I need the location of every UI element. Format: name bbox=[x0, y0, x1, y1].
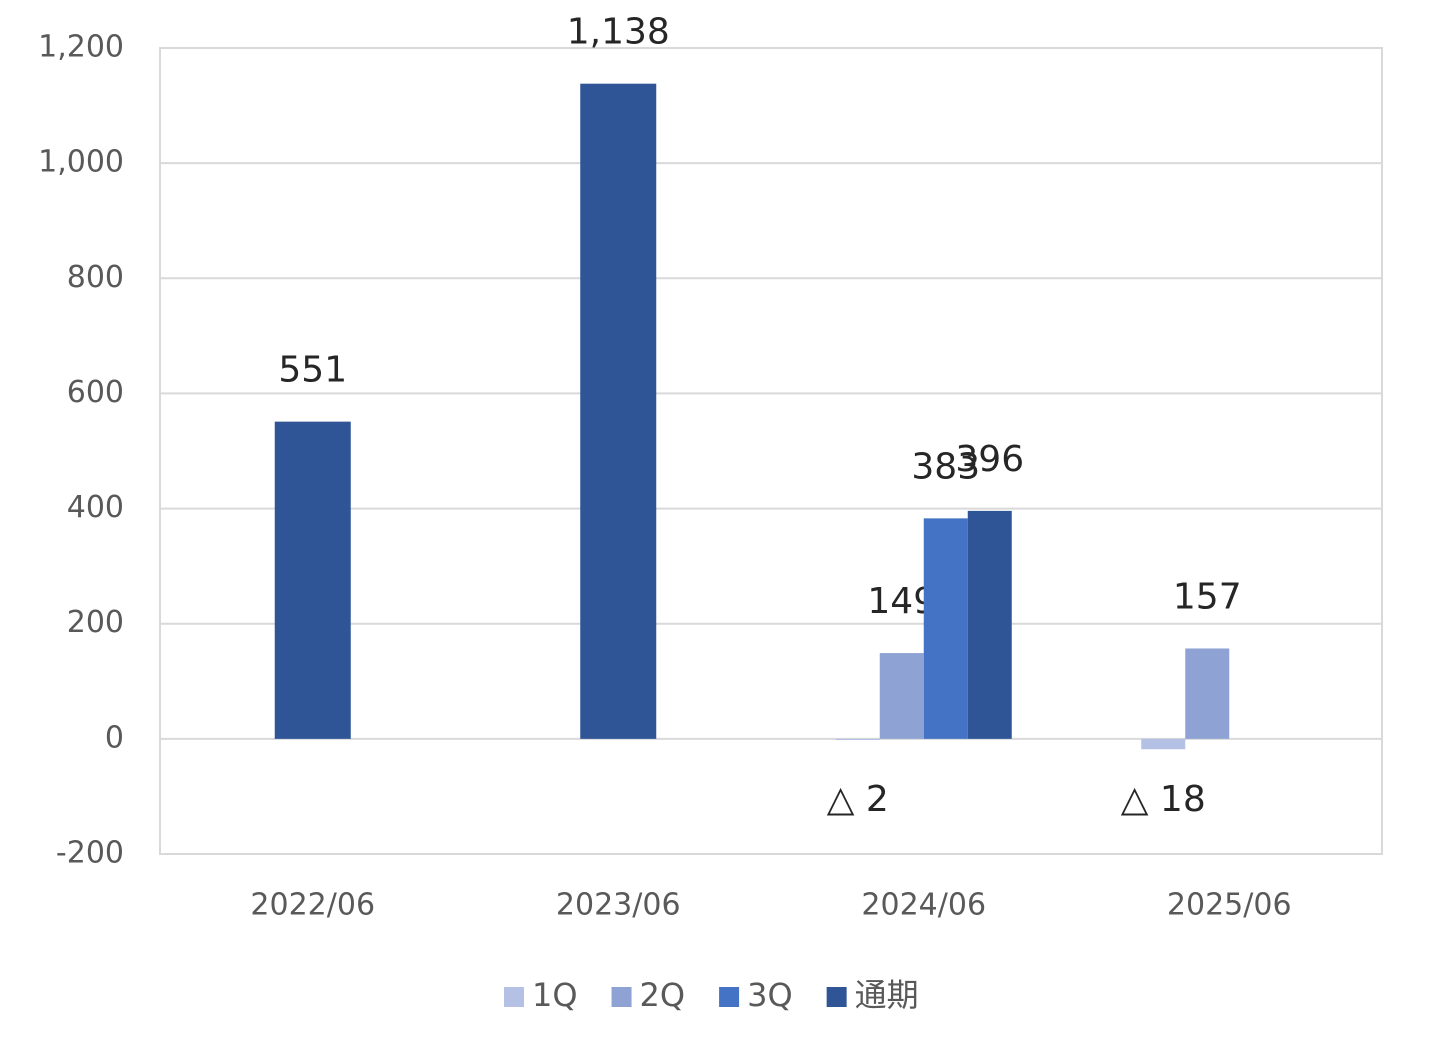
data-label: 157 bbox=[1173, 576, 1242, 617]
y-tick-label: 0 bbox=[105, 720, 124, 755]
legend-swatch bbox=[611, 987, 632, 1007]
bar bbox=[580, 83, 657, 739]
data-label: △ 18 bbox=[1121, 779, 1206, 820]
legend-label: 3Q bbox=[747, 976, 793, 1014]
data-label: 551 bbox=[278, 350, 347, 391]
x-tick-label: 2024/06 bbox=[861, 888, 986, 923]
legend-swatch bbox=[504, 987, 524, 1007]
bar bbox=[1141, 738, 1186, 750]
y-tick-label: 800 bbox=[67, 260, 124, 295]
legend-swatch bbox=[826, 987, 847, 1007]
legend-label: 通期 bbox=[855, 976, 919, 1014]
y-tick-label: 600 bbox=[67, 375, 124, 410]
x-tick-label: 2025/06 bbox=[1167, 888, 1292, 923]
x-tick-label: 2022/06 bbox=[250, 888, 375, 923]
y-tick-label: -200 bbox=[56, 836, 124, 871]
legend-label: 2Q bbox=[640, 976, 686, 1014]
legend-swatch bbox=[719, 987, 740, 1007]
y-tick-label: 1,000 bbox=[38, 145, 124, 180]
x-tick-label: 2023/06 bbox=[556, 888, 681, 923]
data-label: 1,138 bbox=[567, 12, 670, 53]
bar bbox=[879, 653, 924, 739]
y-tick-label: 1,200 bbox=[38, 30, 124, 65]
y-tick-label: 400 bbox=[67, 490, 124, 525]
data-label: △ 2 bbox=[827, 779, 889, 820]
y-tick-label: 200 bbox=[67, 605, 124, 640]
legend-label: 1Q bbox=[532, 976, 578, 1014]
bar bbox=[967, 510, 1012, 739]
data-label: 396 bbox=[955, 439, 1024, 480]
bar bbox=[923, 518, 968, 739]
bar bbox=[835, 738, 880, 741]
bar bbox=[1185, 648, 1230, 739]
bar bbox=[274, 421, 351, 739]
data-label: 383 bbox=[911, 446, 980, 487]
